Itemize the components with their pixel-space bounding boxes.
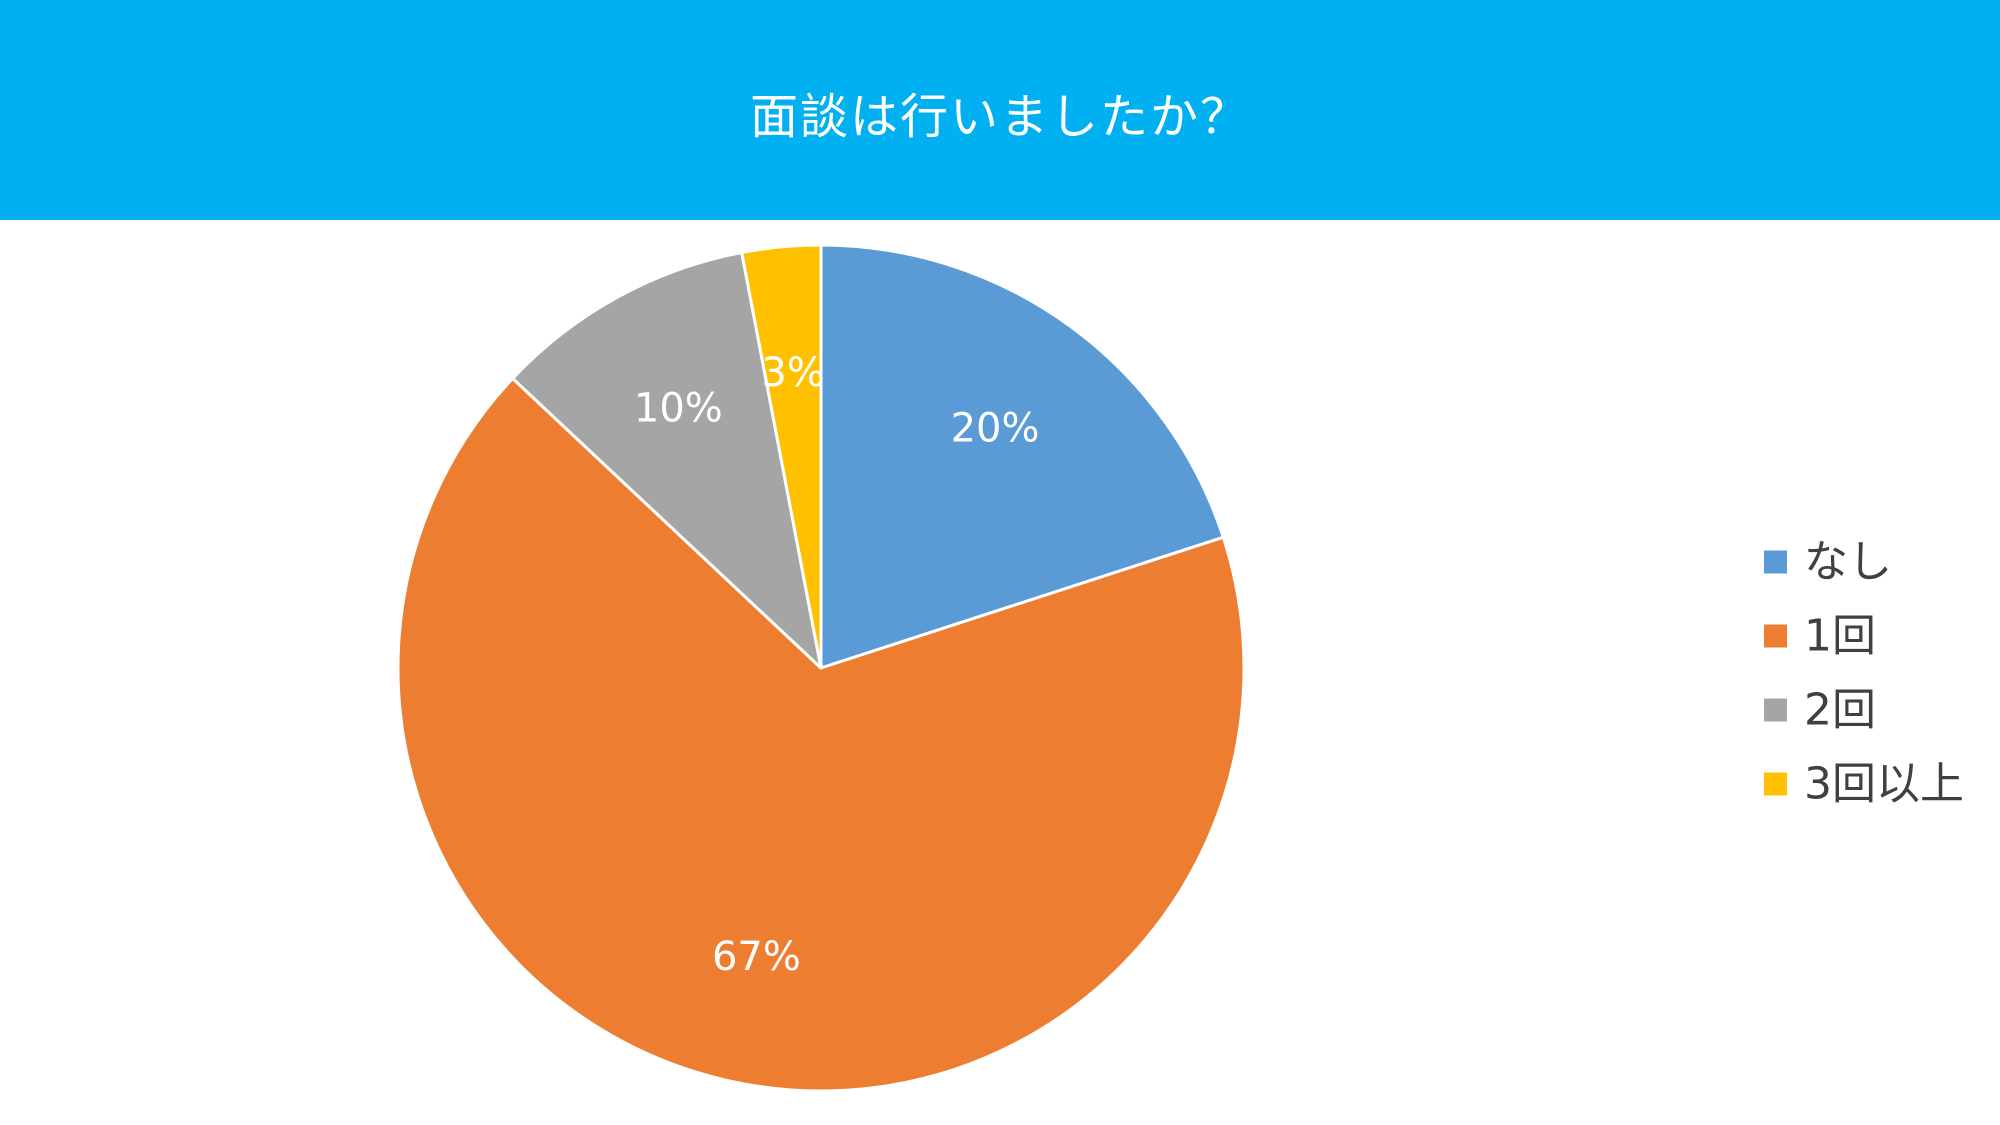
legend: なし 1回 2回 3回以上	[1764, 537, 1964, 810]
legend-swatch-2	[1764, 624, 1787, 648]
pie-slice-1	[819, 243, 1225, 670]
legend-label-4: 3回以上	[1804, 759, 1964, 810]
data-label-slice-3: 10%	[634, 386, 723, 432]
title-banner: 面談は行いましたか？	[0, 0, 2000, 220]
data-label-slice-2: 67%	[712, 934, 801, 980]
pie-slice-4	[740, 243, 823, 670]
legend-swatch-4	[1764, 772, 1787, 796]
legend-swatch-1	[1764, 550, 1787, 574]
data-label-slice-1: 20%	[951, 405, 1040, 451]
pie-data-labels: 20% 67% 10% 3%	[634, 350, 1040, 980]
legend-label-1: なし	[1804, 537, 1892, 588]
legend-label-3: 2回	[1804, 685, 1876, 736]
legend-swatch-3	[1764, 698, 1787, 722]
pie-slices	[396, 243, 1246, 1093]
pie-slice-2	[396, 376, 1246, 1093]
pie-slice-3	[511, 250, 823, 670]
data-label-slice-4: 3%	[761, 350, 824, 396]
chart-title: 面談は行いましたか？	[749, 89, 1250, 145]
legend-label-2: 1回	[1804, 611, 1876, 662]
